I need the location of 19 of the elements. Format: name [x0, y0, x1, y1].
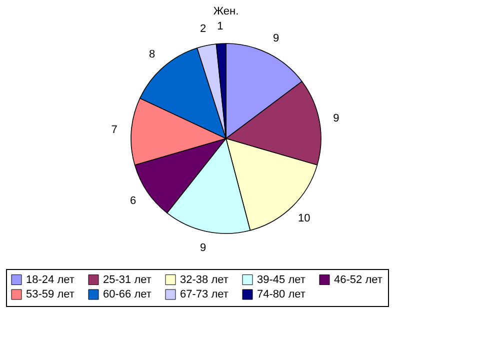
data-label: 9 [200, 242, 206, 254]
legend-label: 46-52 лет [334, 274, 382, 286]
legend-label: 39-45 лет [257, 274, 306, 286]
legend-label: 53-59 лет [26, 288, 74, 300]
data-label: 6 [130, 195, 136, 208]
data-label: 1 [217, 20, 224, 33]
data-label: 2 [200, 22, 206, 35]
legend-label: 32-38 лет [180, 274, 228, 286]
data-label: 7 [111, 124, 118, 136]
legend-label: 67-73 лет [180, 288, 228, 300]
legend-label: 74-80 лет [257, 288, 306, 300]
data-label: 9 [273, 32, 280, 44]
chart-title: Жен. [213, 6, 239, 18]
legend-label: 18-24 лет [26, 274, 74, 286]
data-label: 10 [298, 212, 310, 225]
data-label: 9 [333, 112, 340, 124]
legend-label: 60-66 лет [103, 288, 152, 300]
legend-label: 25-31 лет [103, 274, 152, 286]
data-label: 8 [149, 48, 156, 60]
